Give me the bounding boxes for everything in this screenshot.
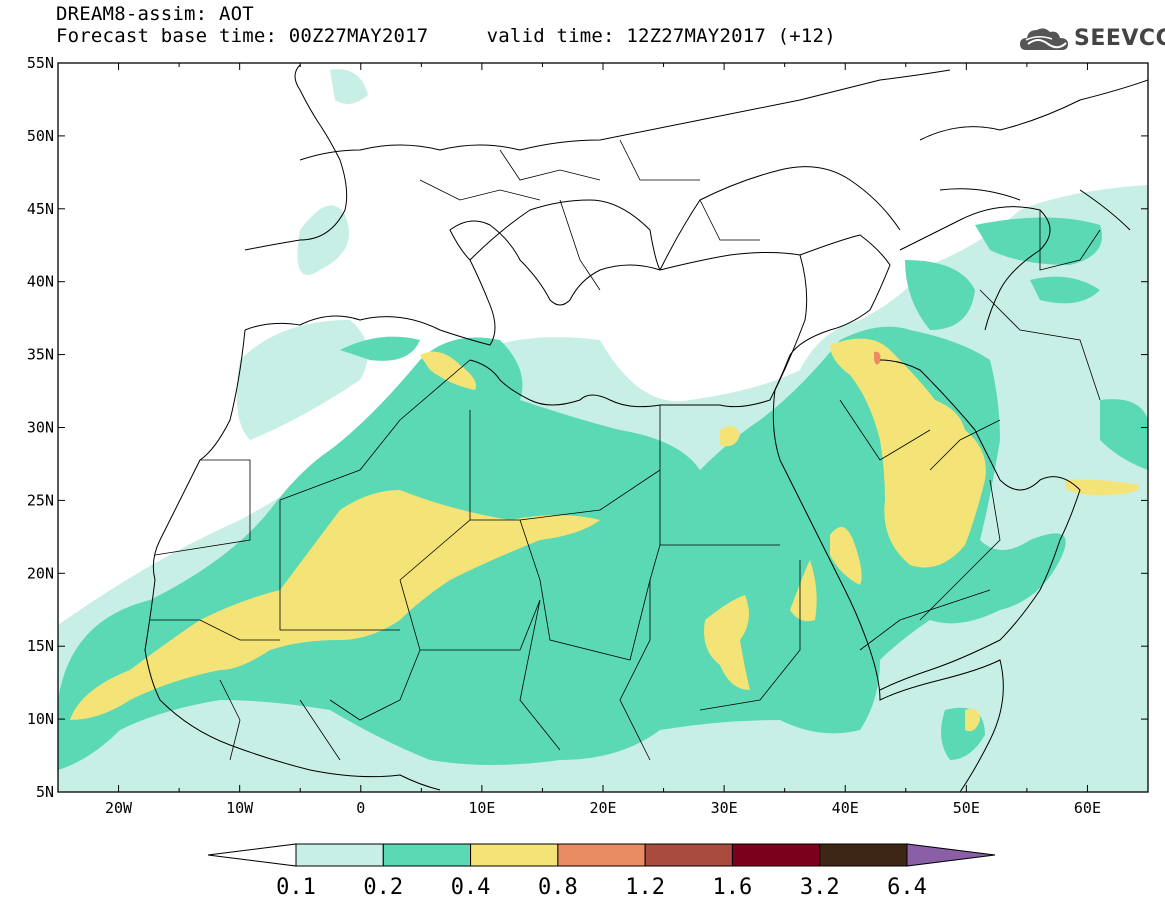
map-title: DREAM8-assim: AOT — [56, 3, 254, 25]
lat-label-20N: 20N — [27, 564, 54, 582]
high-aot-spot — [874, 351, 881, 365]
lat-label-35N: 35N — [27, 346, 54, 364]
colorbar-swatch — [819, 843, 908, 867]
base-time: 00Z27MAY2017 — [288, 25, 429, 47]
cloud-logo-icon — [1020, 28, 1068, 50]
aot-shading — [58, 63, 1148, 792]
forecast-times: Forecast base time: 00Z27MAY2017 valid t… — [56, 26, 836, 46]
lat-label-25N: 25N — [27, 491, 54, 509]
lon-label-20W: 20W — [105, 799, 133, 817]
lat-label-55N: 55N — [27, 54, 54, 72]
colorbar-swatch — [382, 843, 472, 867]
lat-label-5N: 5N — [36, 783, 54, 801]
colorbar-swatch — [557, 843, 646, 867]
lat-label-45N: 45N — [27, 200, 54, 218]
colorbar-label: 0.4 — [451, 875, 491, 900]
colorbar-label: 1.2 — [625, 875, 665, 900]
colorbar-label: 0.1 — [276, 875, 316, 900]
colorbar-swatch — [644, 843, 733, 867]
colorbar-min-arrow — [207, 843, 297, 867]
colorbar-max-arrow — [906, 843, 996, 867]
seevccc-logo: SEEVCCC — [1018, 24, 1165, 54]
colorbar: 0.1 0.2 0.4 0.8 1.2 1.6 3.2 6.4 — [207, 843, 996, 900]
colorbar-label: 6.4 — [887, 875, 927, 900]
colorbar-swatch — [470, 843, 559, 867]
lat-label-30N: 30N — [27, 419, 54, 437]
lon-label-50E: 50E — [953, 799, 980, 817]
lon-label-30E: 30E — [711, 799, 738, 817]
lon-label-60E: 60E — [1074, 799, 1101, 817]
lat-label-15N: 15N — [27, 637, 54, 655]
lon-label-10W: 10W — [226, 799, 254, 817]
base-time-label: Forecast base time: — [56, 25, 278, 47]
lat-label-10N: 10N — [27, 710, 54, 728]
lat-label-40N: 40N — [27, 273, 54, 291]
colorbar-label: 0.8 — [538, 875, 578, 900]
lat-label-50N: 50N — [27, 127, 54, 145]
colorbar-label: 1.6 — [713, 875, 753, 900]
latitude-labels: 55N 50N 45N 40N 35N 30N 25N 20N 15N 10N 5N — [27, 54, 54, 801]
colorbar-swatch — [295, 843, 384, 867]
colorbar-swatch — [731, 843, 821, 867]
colorbar-label: 3.2 — [800, 875, 840, 900]
longitude-labels: 20W 10W 0 10E 20E 30E 40E 50E 60E — [105, 799, 1101, 817]
axis-ticks — [57, 62, 1149, 793]
lead-time: (+12) — [777, 25, 836, 47]
lon-label-10E: 10E — [468, 799, 495, 817]
lon-label-0: 0 — [356, 799, 365, 817]
logo-text: SEEVCCC — [1074, 26, 1165, 51]
lon-label-20E: 20E — [589, 799, 616, 817]
valid-time: 12Z27MAY2017 — [626, 25, 766, 47]
lon-label-40E: 40E — [832, 799, 859, 817]
valid-time-label: valid time: — [486, 25, 615, 47]
colorbar-label: 0.2 — [363, 875, 403, 900]
